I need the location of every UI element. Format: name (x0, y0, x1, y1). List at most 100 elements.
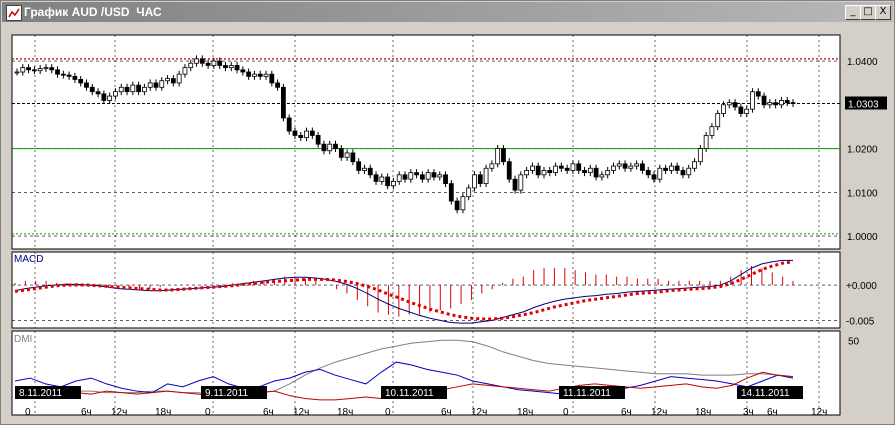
macd-tick-label: -0.005 (846, 316, 875, 327)
macd-panel[interactable] (11, 251, 841, 329)
hour-label: 6ч (621, 407, 632, 418)
candle (593, 164, 599, 181)
candle (170, 75, 176, 87)
candle (587, 164, 593, 177)
candle (298, 131, 304, 142)
candle (130, 81, 136, 96)
candle (194, 55, 199, 67)
dmi-tick-label: 50 (848, 336, 860, 347)
candle (483, 164, 489, 188)
candle (721, 101, 726, 118)
hour-label: 18ч (517, 407, 533, 418)
candle (680, 166, 686, 179)
candle (744, 105, 750, 118)
candle (176, 70, 182, 87)
candle (379, 173, 385, 185)
hour-label: 12ч (811, 407, 827, 418)
price-tick-label: 1.0400 (847, 57, 878, 68)
current-price-badge (845, 96, 887, 110)
candle (84, 79, 89, 91)
price-tick-label: 1.0200 (847, 145, 878, 156)
candle (599, 171, 605, 181)
candle (263, 70, 269, 80)
candle (205, 59, 211, 69)
candle (95, 88, 101, 98)
svg-text:10.11.2011: 10.11.2011 (385, 388, 434, 399)
candle (518, 171, 524, 194)
candle (14, 68, 20, 76)
date-badge: 10.11.2011 (381, 386, 447, 399)
candle (611, 162, 616, 174)
chart-area[interactable]: 1.0400 1.0200 1.0100 1.0000 1.0303 +0.000 -0.0… (3, 25, 893, 423)
candle (645, 166, 651, 179)
date-badge: 9.11.2011 (201, 386, 267, 399)
candle (66, 71, 72, 80)
close-button[interactable]: X (875, 5, 891, 20)
candle (558, 162, 564, 172)
candle (576, 160, 582, 174)
hour-label: 6ч (263, 407, 274, 418)
candle (663, 164, 668, 174)
candle (269, 70, 275, 87)
candle (750, 88, 755, 113)
candle (118, 83, 124, 96)
candle (628, 162, 634, 172)
candle (605, 166, 611, 179)
hour-label: 12ч (111, 407, 127, 418)
candle (217, 57, 223, 69)
dmi-panel[interactable] (11, 330, 841, 416)
candle (570, 160, 576, 174)
candle (431, 169, 437, 181)
candle (321, 140, 327, 155)
current-price-label: 1.0303 (848, 100, 879, 111)
candle (524, 166, 530, 179)
candle (257, 70, 263, 80)
candle (60, 70, 66, 79)
candle (692, 158, 697, 172)
candle (790, 99, 796, 107)
candle (651, 171, 657, 183)
hour-label: 12ч (293, 407, 309, 418)
chart-icon (6, 5, 22, 21)
maximize-button[interactable]: □ (860, 5, 876, 20)
candle (315, 131, 321, 148)
macd-tick-label: +0.000 (846, 281, 877, 292)
candle (419, 171, 425, 183)
candle (280, 83, 286, 122)
candle (304, 127, 309, 142)
candle (142, 83, 147, 96)
date-badge: 8.11.2011 (15, 386, 81, 399)
price-panel[interactable] (11, 34, 841, 250)
candle (49, 64, 55, 74)
candle (582, 166, 587, 177)
svg-text:9.11.2011: 9.11.2011 (205, 388, 248, 399)
candle (495, 145, 501, 168)
di-plus-line (14, 361, 794, 395)
svg-text:11.11.2011: 11.11.2011 (563, 388, 611, 399)
macd-label: MACD (14, 254, 43, 265)
candle (31, 66, 37, 75)
hour-label: 6ч (767, 407, 778, 418)
candle (616, 160, 622, 170)
hour-label: 6ч (441, 407, 452, 418)
candle (78, 75, 84, 87)
candle (286, 114, 292, 135)
candle (697, 145, 703, 166)
svg-text:8.11.2011: 8.11.2011 (19, 388, 62, 399)
candle (425, 169, 431, 183)
candle (761, 92, 767, 109)
candle (391, 177, 396, 190)
candle (333, 140, 338, 153)
candle (240, 66, 246, 76)
title-bar[interactable]: График AUD /USD ЧАС _ □ X (2, 2, 893, 22)
candle (309, 127, 315, 139)
candle (367, 164, 373, 179)
candle (26, 64, 31, 74)
candle (414, 169, 419, 179)
minimize-button[interactable]: _ (845, 5, 861, 20)
candle (153, 79, 159, 91)
candle (223, 61, 228, 72)
hour-label: 18ч (337, 407, 353, 418)
candle (477, 171, 483, 188)
